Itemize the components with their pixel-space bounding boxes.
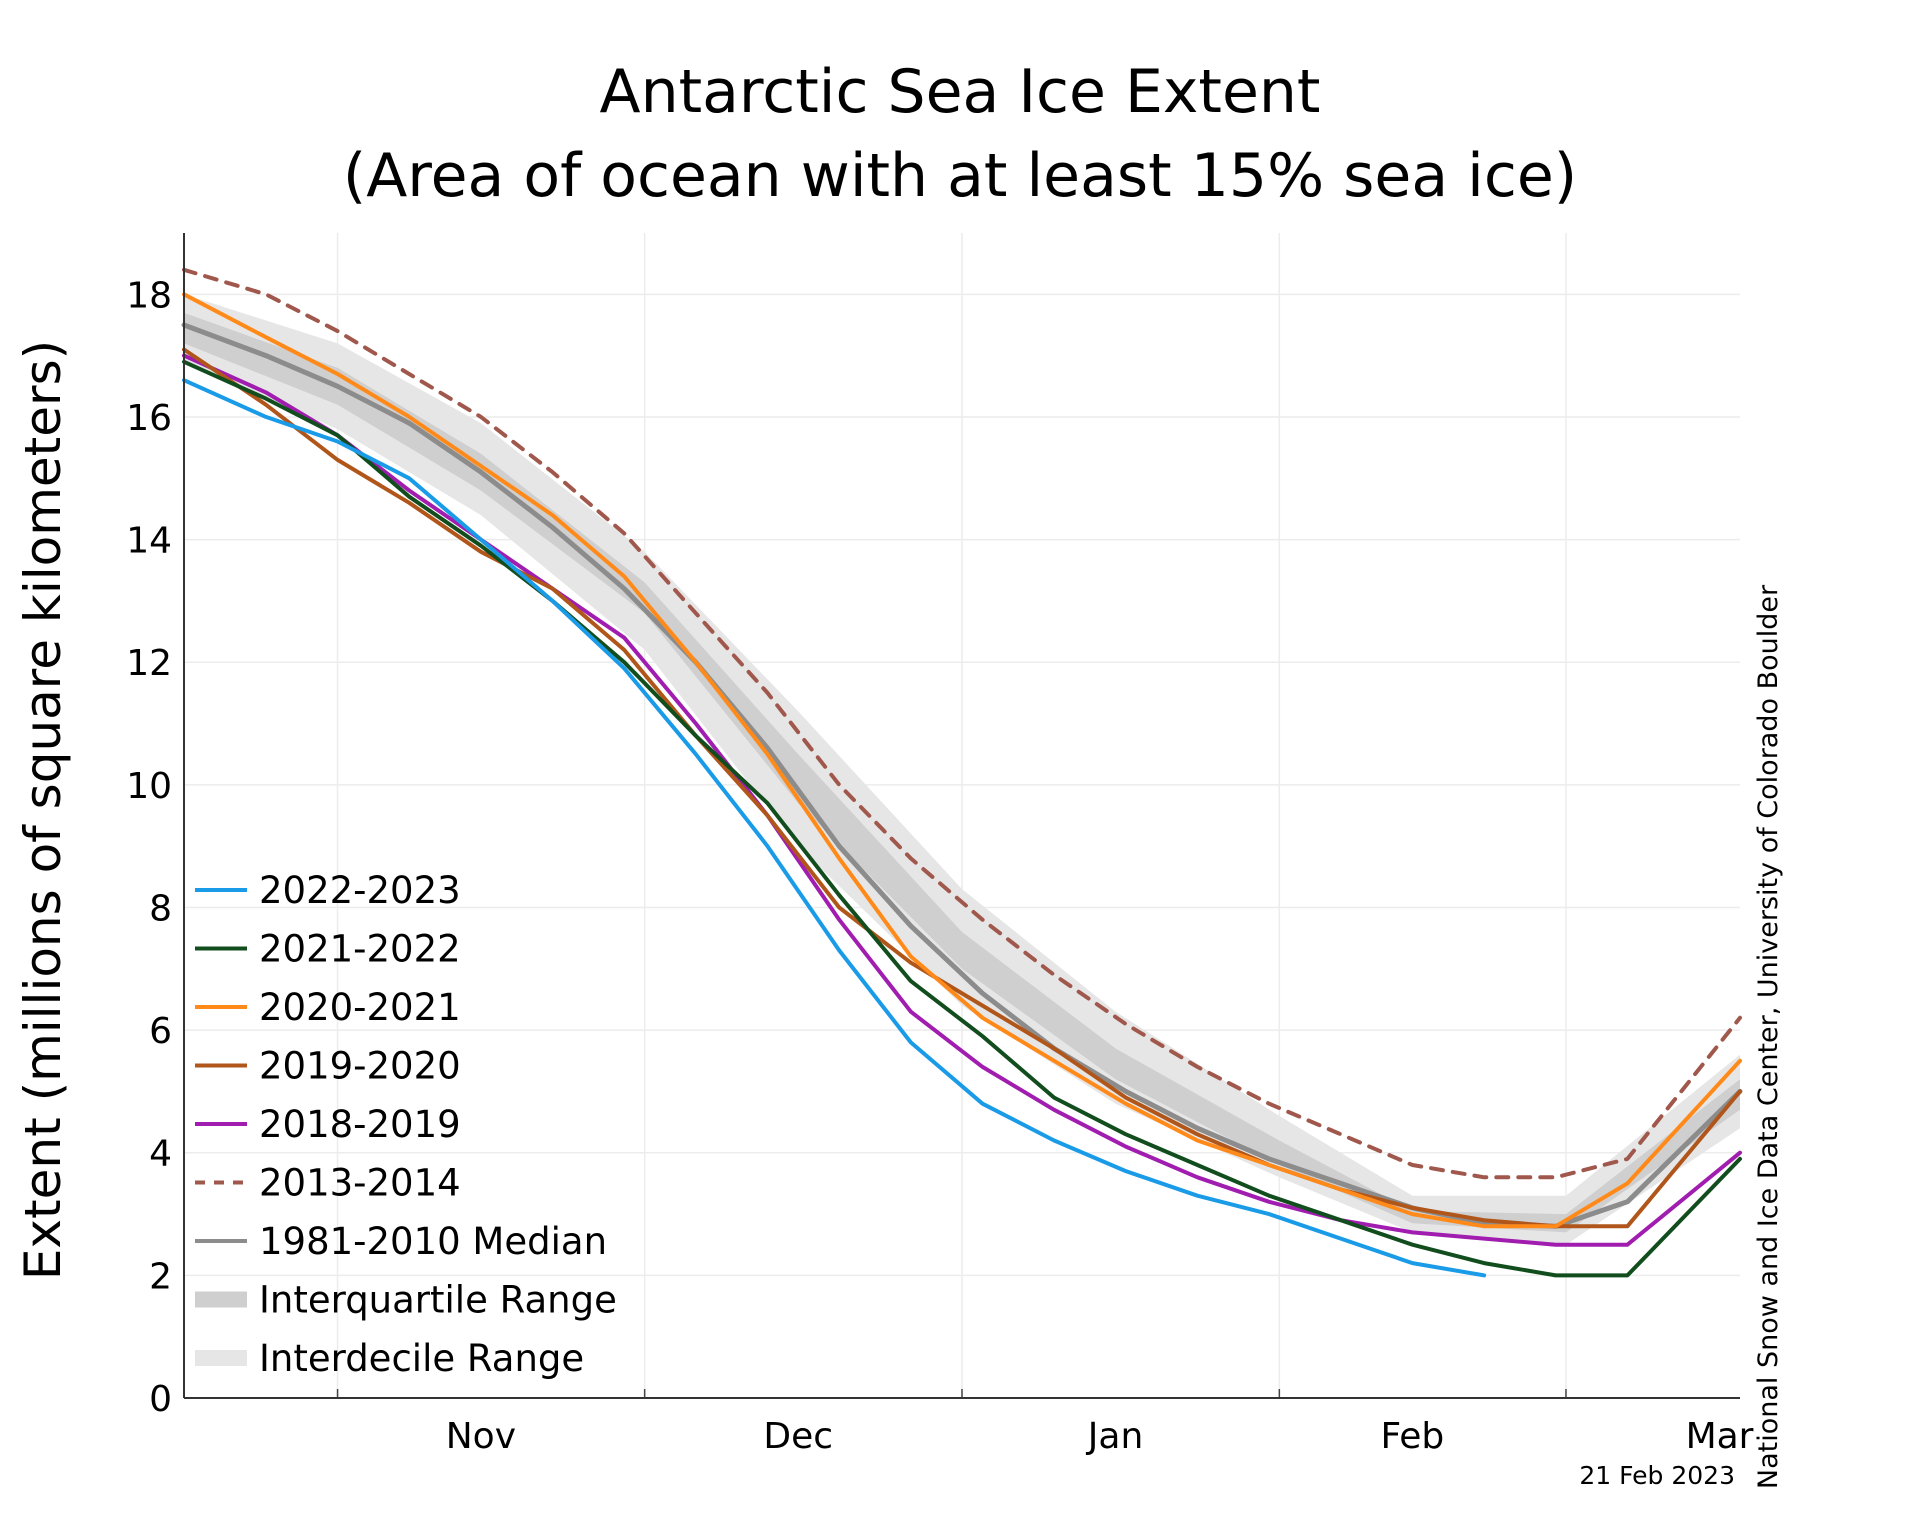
series-line: [182, 292, 1742, 1229]
y-tick-label: 18: [126, 275, 172, 316]
x-tick-label: Dec: [763, 1416, 833, 1457]
legend-label: Interdecile Range: [259, 1337, 584, 1380]
chart-title-block: Antarctic Sea Ice Extent (Area of ocean …: [0, 50, 1920, 218]
y-axis-label: Extent (millions of square kilometers): [14, 340, 72, 1280]
y-tick-label: 8: [149, 888, 172, 929]
legend-label: 2021-2022: [259, 928, 461, 971]
x-tick-label: Mar: [1686, 1416, 1754, 1457]
y-tick-label: 0: [149, 1379, 172, 1420]
grid-lines: [184, 233, 1740, 1399]
series-line: [182, 378, 1487, 1278]
legend-label: 2013-2014: [259, 1162, 461, 1205]
y-tick-label: 4: [149, 1134, 172, 1175]
x-tick-label: Nov: [446, 1416, 516, 1457]
legend: 2022-2023 2021-2022 2020-2021 2019-2020 2018…: [195, 869, 617, 1380]
series-line: [182, 347, 1742, 1229]
legend-label: 2018-2019: [259, 1103, 461, 1146]
y-tick-label: 2: [149, 1256, 172, 1297]
legend-label: Interquartile Range: [259, 1279, 617, 1322]
credit-text: National Snow and Ice Data Center, Unive…: [1753, 584, 1784, 1489]
legend-label: 2022-2023: [259, 869, 461, 912]
y-tick-label: 14: [126, 521, 172, 562]
x-tick-label: Jan: [1086, 1416, 1144, 1457]
series-line: [182, 267, 1742, 1180]
legend-label: 2020-2021: [259, 986, 461, 1029]
y-tick-label: 12: [126, 643, 172, 684]
legend-swatch: [195, 1350, 247, 1366]
legend-label: 2019-2020: [259, 1045, 461, 1088]
chart-subtitle: (Area of ocean with at least 15% sea ice…: [342, 141, 1578, 211]
tick-labels: 0 2 4 6 8 10 12 14 16 18 Nov Dec Jan Feb Mar: [126, 275, 1753, 1457]
legend-label: 1981-2010 Median: [259, 1220, 607, 1263]
series-line: [182, 359, 1742, 1278]
series-lines: [181, 267, 1743, 1278]
date-stamp: 21 Feb 2023: [1579, 1461, 1735, 1490]
y-tick-label: 16: [126, 398, 172, 439]
y-tick-label: 10: [126, 766, 172, 807]
x-tick-label: Feb: [1381, 1416, 1445, 1457]
y-tick-label: 6: [149, 1011, 172, 1052]
chart-title: Antarctic Sea Ice Extent: [599, 57, 1321, 127]
legend-swatch: [195, 1291, 247, 1308]
series-line: [182, 353, 1742, 1247]
axes: [183, 233, 1740, 1399]
